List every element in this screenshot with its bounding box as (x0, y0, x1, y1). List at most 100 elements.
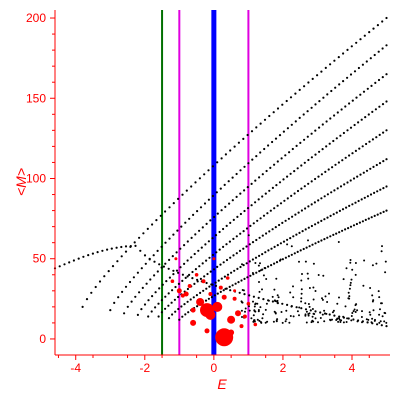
black-scatter-point (378, 296, 381, 299)
black-scatter-point (265, 278, 268, 280)
black-point (207, 198, 210, 201)
black-point (375, 136, 378, 139)
black-point (359, 38, 362, 41)
black-point (363, 196, 366, 199)
black-point (129, 245, 132, 248)
black-scatter-point (342, 321, 345, 324)
red-point (228, 329, 235, 336)
black-scatter-point (350, 278, 353, 281)
black-point (366, 195, 369, 198)
black-scatter-point (342, 315, 345, 318)
black-point (205, 259, 208, 262)
black-point (287, 255, 290, 258)
black-point (214, 234, 218, 237)
black-scatter-point (279, 258, 282, 261)
black-point (258, 270, 261, 273)
black-scatter-point (300, 297, 303, 300)
black-point (184, 221, 187, 224)
black-point (382, 210, 385, 213)
black-scatter-point (347, 291, 350, 294)
black-scatter-point (285, 309, 288, 312)
black-point (198, 229, 201, 232)
black-point (261, 234, 264, 237)
black-scatter-point (254, 302, 257, 305)
red-point (174, 257, 178, 261)
black-point (323, 238, 326, 241)
black-scatter-point (256, 318, 259, 321)
black-point (225, 224, 228, 227)
black-scatter-point (305, 310, 308, 313)
black-point (181, 273, 184, 276)
black-point (321, 148, 324, 151)
black-point (172, 202, 175, 205)
red-point (253, 322, 258, 327)
black-scatter-point (296, 310, 299, 313)
black-point (322, 96, 325, 99)
black-point (153, 274, 156, 277)
black-scatter-point (301, 273, 303, 275)
black-point (303, 138, 306, 141)
black-point (385, 44, 388, 47)
black-point (255, 126, 258, 129)
black-scatter-point (374, 318, 376, 321)
black-point (284, 219, 287, 222)
black-point (177, 197, 180, 200)
black-scatter-point (384, 260, 387, 263)
black-point (126, 305, 129, 308)
black-point (296, 189, 300, 193)
black-scatter-point (274, 300, 277, 303)
series-black-points (53, 16, 388, 328)
black-scatter-point (308, 287, 311, 289)
black-point (254, 179, 257, 182)
black-point (237, 281, 240, 284)
black-point (194, 268, 197, 271)
black-point (330, 191, 333, 194)
black-point (199, 291, 202, 294)
black-point (219, 290, 222, 293)
black-point (216, 292, 219, 295)
black-point (219, 263, 222, 266)
black-scatter-point (323, 320, 326, 323)
black-scatter-point (259, 269, 262, 272)
black-scatter-point (263, 267, 266, 269)
black-point (239, 169, 242, 172)
black-point (385, 325, 388, 328)
black-point (327, 168, 330, 171)
black-point (243, 277, 246, 280)
black-point (372, 27, 375, 30)
black-point (158, 287, 161, 290)
black-point (318, 126, 321, 129)
black-point (290, 123, 293, 126)
black-scatter-point (348, 297, 351, 300)
black-scatter-point (379, 308, 381, 311)
black-point (111, 265, 115, 268)
black-point (171, 289, 174, 292)
black-point (350, 45, 353, 48)
black-point (254, 256, 258, 259)
black-point (211, 165, 214, 168)
black-point (205, 287, 208, 290)
black-point (314, 242, 317, 245)
black-point (366, 87, 369, 90)
black-point (210, 296, 213, 299)
black-point (106, 248, 109, 251)
black-point (290, 253, 293, 256)
black-point (168, 258, 171, 261)
black-point (286, 303, 289, 306)
black-point (348, 102, 351, 105)
black-point (258, 236, 261, 239)
black-point (293, 252, 296, 255)
red-point (196, 298, 205, 306)
black-point (328, 142, 331, 145)
black-point (161, 283, 164, 286)
black-point (199, 206, 203, 209)
red-point (221, 294, 227, 300)
black-point (378, 162, 382, 165)
black-point (160, 266, 163, 269)
black-scatter-point (371, 317, 374, 320)
black-point (151, 223, 154, 226)
black-point (180, 225, 183, 228)
black-point (239, 192, 242, 195)
black-point (373, 53, 376, 57)
black-point (351, 203, 354, 206)
